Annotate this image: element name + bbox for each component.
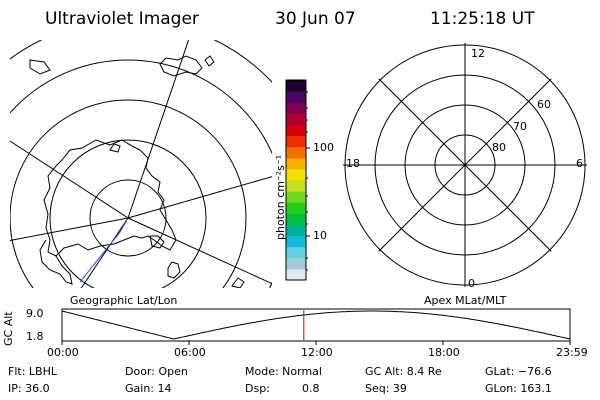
mlat-label-60: 60: [537, 98, 551, 111]
colorbar-band: [286, 124, 306, 137]
glon-status: GLon: 163.1: [485, 382, 552, 395]
time-tick-1800: 18:00: [428, 346, 460, 359]
time-label: 11:25:18 UT: [430, 9, 535, 29]
gc-alt-ymin: 1.8: [26, 330, 44, 343]
gc-alt-panel: [61, 308, 571, 345]
dsp-value: 0.8: [302, 382, 320, 395]
colorbar: [286, 80, 306, 281]
gc-alt-status: GC Alt: 8.4 Re: [365, 365, 442, 378]
left-map-caption: Geographic Lat/Lon: [70, 294, 178, 307]
magnetic-polar-plot: [343, 43, 587, 287]
colorbar-band: [286, 224, 306, 237]
colorbar-band: [286, 91, 306, 103]
door-status: Door: Open: [125, 365, 188, 378]
seq-status: Seq: 39: [365, 382, 407, 395]
dsp-label: Dsp:: [245, 382, 270, 395]
mlt-label-0: 0: [468, 277, 475, 290]
colorbar-band: [286, 202, 306, 214]
gc-alt-ymax: 9.0: [26, 307, 44, 320]
colorbar-band: [286, 235, 306, 248]
time-tick-0000: 00:00: [47, 346, 79, 359]
time-tick-0600: 06:00: [174, 346, 206, 359]
colorbar-band: [286, 213, 306, 225]
colorbar-band: [286, 157, 306, 170]
right-map-caption: Apex MLat/MLT: [424, 294, 507, 307]
instrument-title: Ultraviolet Imager: [45, 9, 199, 29]
gc-alt-axis-label: GC Alt: [2, 311, 15, 346]
colorbar-unit-label: photon cm⁻²s⁻¹: [274, 154, 287, 240]
colorbar-band: [286, 113, 306, 125]
filter-status: Flt: LBHL: [8, 365, 57, 378]
colorbar-tick-100: 100: [313, 141, 334, 154]
time-tick-1200: 12:00: [301, 346, 333, 359]
colorbar-band: [286, 257, 306, 270]
time-tick-2359: 23:59: [556, 346, 588, 359]
mlat-label-80: 80: [492, 141, 506, 154]
mlt-label-12: 12: [471, 47, 485, 60]
colorbar-band: [286, 246, 306, 259]
colorbar-band: [286, 135, 306, 148]
gc-alt-curve: [61, 310, 571, 340]
colorbar-band: [286, 102, 306, 114]
geographic-map: [10, 40, 272, 288]
ip-status: IP: 36.0: [8, 382, 50, 395]
colorbar-band: [286, 168, 306, 181]
gain-status: Gain: 14: [125, 382, 172, 395]
mlat-label-70: 70: [513, 120, 527, 133]
colorbar-band: [286, 268, 306, 281]
colorbar-band: [286, 80, 306, 92]
colorbar-band: [286, 191, 306, 203]
colorbar-tick-10: 10: [313, 229, 327, 242]
colorbar-band: [286, 180, 306, 192]
colorbar-band: [286, 146, 306, 159]
mode-status: Mode: Normal: [245, 365, 322, 378]
glat-status: GLat: −76.6: [485, 365, 552, 378]
mlt-label-6: 6: [576, 157, 583, 170]
mlt-label-18: 18: [346, 157, 360, 170]
date-label: 30 Jun 07: [275, 9, 356, 29]
